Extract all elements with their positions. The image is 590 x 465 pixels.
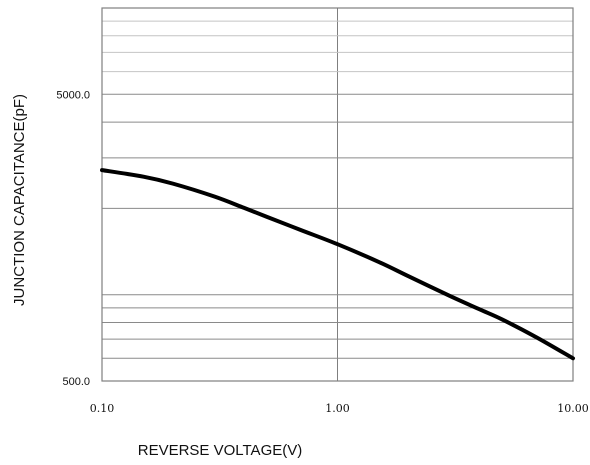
x-tick-label: 10.00 xyxy=(557,402,589,415)
capacitance-curve xyxy=(100,168,575,361)
y-axis-label: JUNCTION CAPACITANCE(pF) xyxy=(11,94,28,306)
y-tick-label: 500.0 xyxy=(62,376,90,388)
plot-frame xyxy=(101,7,574,382)
x-tick-label: 0.10 xyxy=(90,402,115,415)
grid-lines xyxy=(102,8,573,381)
x-tick-label: 1.00 xyxy=(325,402,350,415)
x-tick-labels: 0.10 1.00 10.00 xyxy=(90,402,589,415)
x-axis-label: REVERSE VOLTAGE(V) xyxy=(138,442,302,459)
y-tick-label: 5000.0 xyxy=(56,89,90,101)
y-tick-labels: 5000.0 500.0 xyxy=(56,89,90,388)
